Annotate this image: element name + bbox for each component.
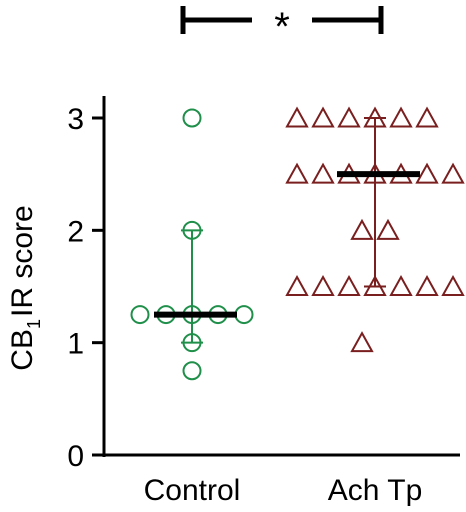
y-tick-label: 0 [67, 440, 84, 473]
data-point-circle [234, 305, 254, 325]
y-tick-label: 2 [67, 215, 84, 248]
data-point-triangle [311, 274, 335, 296]
data-point-triangle [441, 274, 465, 296]
y-tick-label: 3 [67, 103, 84, 136]
data-point-triangle [311, 106, 335, 128]
data-point-triangle [415, 106, 439, 128]
data-point-triangle [363, 106, 387, 128]
y-axis-label-rest: IR score [6, 205, 39, 317]
x-tick-label: Control [144, 474, 241, 507]
significance-label: * [274, 5, 290, 49]
x-tick-labels: Control Ach Tp [144, 474, 423, 507]
data-point-triangle [350, 218, 374, 240]
data-point-triangle [415, 162, 439, 184]
data-point-triangle [285, 274, 309, 296]
data-point-triangle [389, 106, 413, 128]
data-point-triangle [376, 218, 400, 240]
data-point-triangle [441, 162, 465, 184]
y-ticks: 0 1 2 3 [67, 103, 104, 473]
data-point-circle [182, 220, 202, 240]
data-point-triangle [337, 106, 361, 128]
y-axis-label-main: CB [6, 329, 39, 371]
y-tick-label: 1 [67, 328, 84, 361]
data-point-triangle [311, 162, 335, 184]
data-points [130, 106, 465, 381]
significance-bracket: * [180, 5, 384, 49]
data-point-triangle [285, 162, 309, 184]
data-point-circle [182, 108, 202, 128]
median-lines [154, 171, 420, 318]
data-point-circle [182, 333, 202, 353]
data-point-triangle [389, 274, 413, 296]
data-point-triangle [350, 331, 374, 353]
y-axis-label-sub: 1 [24, 319, 44, 329]
x-tick-label: Ach Tp [328, 474, 423, 507]
data-point-triangle [337, 274, 361, 296]
data-point-circle [130, 305, 150, 325]
data-point-circle [182, 361, 202, 381]
data-point-triangle [415, 274, 439, 296]
data-point-triangle [363, 274, 387, 296]
data-point-triangle [285, 106, 309, 128]
y-axis-label: CB1 IR score [6, 205, 44, 370]
